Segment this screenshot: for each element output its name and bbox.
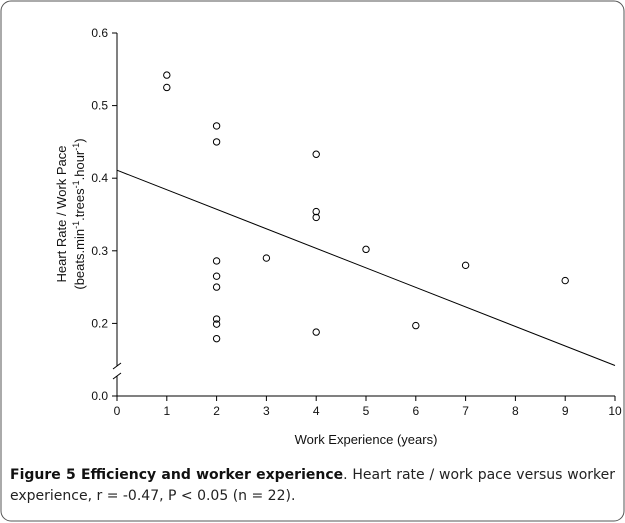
y-axis-label: Heart Rate / Work Pace [54,145,69,282]
point [561,276,569,285]
point [212,320,221,328]
trend-line [116,169,616,366]
x-tick-label: 6 [412,404,419,418]
y-axis-units-part: .hour [72,150,87,180]
point [163,71,171,79]
x-tick-label: 10 [608,404,622,418]
point [461,261,470,270]
caption-text: . Heart rate / work pace versus worker e… [10,467,615,504]
axis-break [112,372,122,380]
x-tick-label: 3 [263,404,270,418]
y-axis-units-part: -1 [71,221,81,229]
point [212,257,221,265]
point [212,315,221,323]
x-tick-label: 7 [462,404,469,418]
x-axis-label: Work Experience (years) [295,432,438,447]
x-tick-label: 9 [562,404,569,418]
point [412,321,420,330]
point [362,245,370,254]
y-axis-units-part: -1 [71,180,81,188]
point [163,83,171,92]
caption-title: Figure 5 Efficiency and worker experienc… [10,467,344,483]
y-tick-label: 0.4 [91,171,108,185]
point [312,213,320,222]
y-tick-label: 0.2 [91,316,108,330]
point [212,272,221,280]
x-tick-label: 8 [512,404,519,418]
y-axis-units-part: -1 [71,143,81,151]
y-tick-label: 0.0 [91,389,108,403]
axis-break [112,362,122,370]
caption: Figure 5 Efficiency and worker experienc… [10,465,615,507]
point [312,150,320,158]
y-axis-units-part: ) [72,138,87,142]
point [212,283,221,291]
y-axis-units-part: .trees [72,188,87,221]
x-tick-label: 5 [363,404,370,418]
x-tick-label: 1 [163,404,170,418]
x-tick-label: 2 [213,404,220,418]
point [312,328,320,336]
point [212,334,221,343]
point [212,138,221,146]
y-tick-label: 0.5 [91,99,108,113]
y-tick-label: 0.3 [91,244,108,258]
y-axis-units: (beats.min-1.trees-1.hour-1) [71,138,87,289]
y-axis-units-part: (beats.min [72,229,87,290]
point [212,122,221,130]
y-tick-label: 0.6 [91,26,108,40]
x-tick-label: 0 [114,404,121,418]
point [312,207,320,216]
x-tick-label: 4 [313,404,320,418]
point [262,254,271,262]
